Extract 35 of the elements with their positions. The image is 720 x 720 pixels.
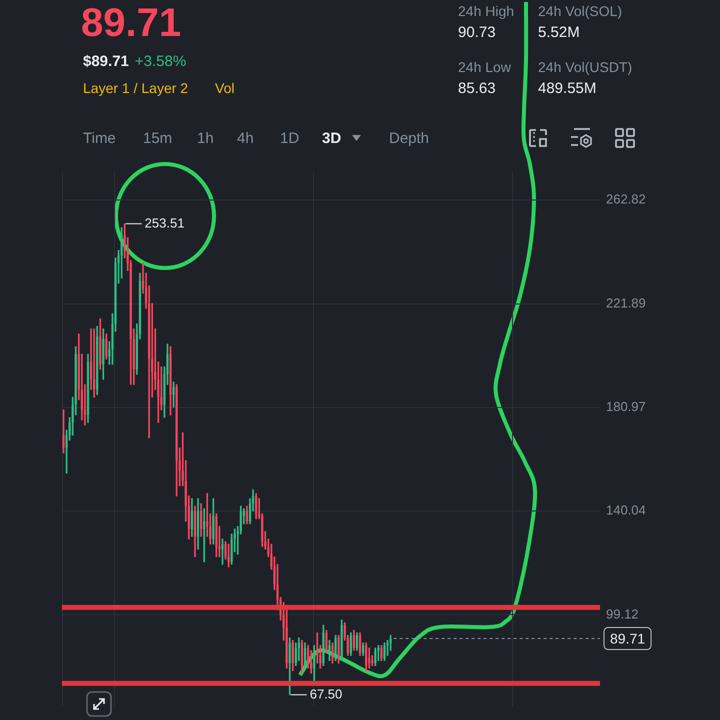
text: 24h Vol(USDT): [538, 59, 632, 75]
y-tick-label: 180.97: [606, 398, 646, 414]
text: Time: [83, 130, 116, 147]
text: 24h Vol(SOL): [538, 3, 622, 19]
text: 1h: [197, 130, 214, 147]
text: 24h Low: [458, 59, 511, 75]
text: 489.55M: [538, 80, 596, 97]
candlestick: [292, 640, 294, 672]
candlestick: [99, 318, 102, 370]
text: 24h High: [458, 3, 514, 19]
text: 85.63: [458, 80, 496, 97]
chart-subtitle: $89.71: [83, 53, 129, 70]
candlestick: [288, 637, 291, 696]
y-tick-label: 140.04: [606, 502, 646, 518]
annotation: 67.50: [310, 686, 342, 702]
chart-title: 89.71: [81, 1, 182, 45]
text: 1D: [280, 130, 300, 147]
y-tick-label: 221.89: [606, 295, 646, 310]
annotation: 253.51: [144, 215, 184, 230]
candlestick: [212, 498, 214, 544]
text: Depth: [389, 130, 430, 147]
text: Vol: [215, 80, 234, 96]
ref-line-label: 89.71: [610, 630, 646, 646]
candlestick: [340, 620, 343, 661]
y-tick-label: 99.12: [606, 606, 639, 622]
text: +3.58%: [134, 53, 186, 70]
candlestick: [313, 645, 316, 682]
text: 15m: [143, 130, 172, 147]
text: 3D: [322, 130, 342, 147]
text: 90.73: [458, 24, 496, 41]
text: 5.52M: [538, 24, 580, 41]
y-tick-label: 262.82: [606, 192, 646, 207]
text: Layer 1 / Layer 2: [83, 80, 188, 96]
candlestick: [102, 328, 104, 380]
text: 4h: [237, 130, 254, 147]
